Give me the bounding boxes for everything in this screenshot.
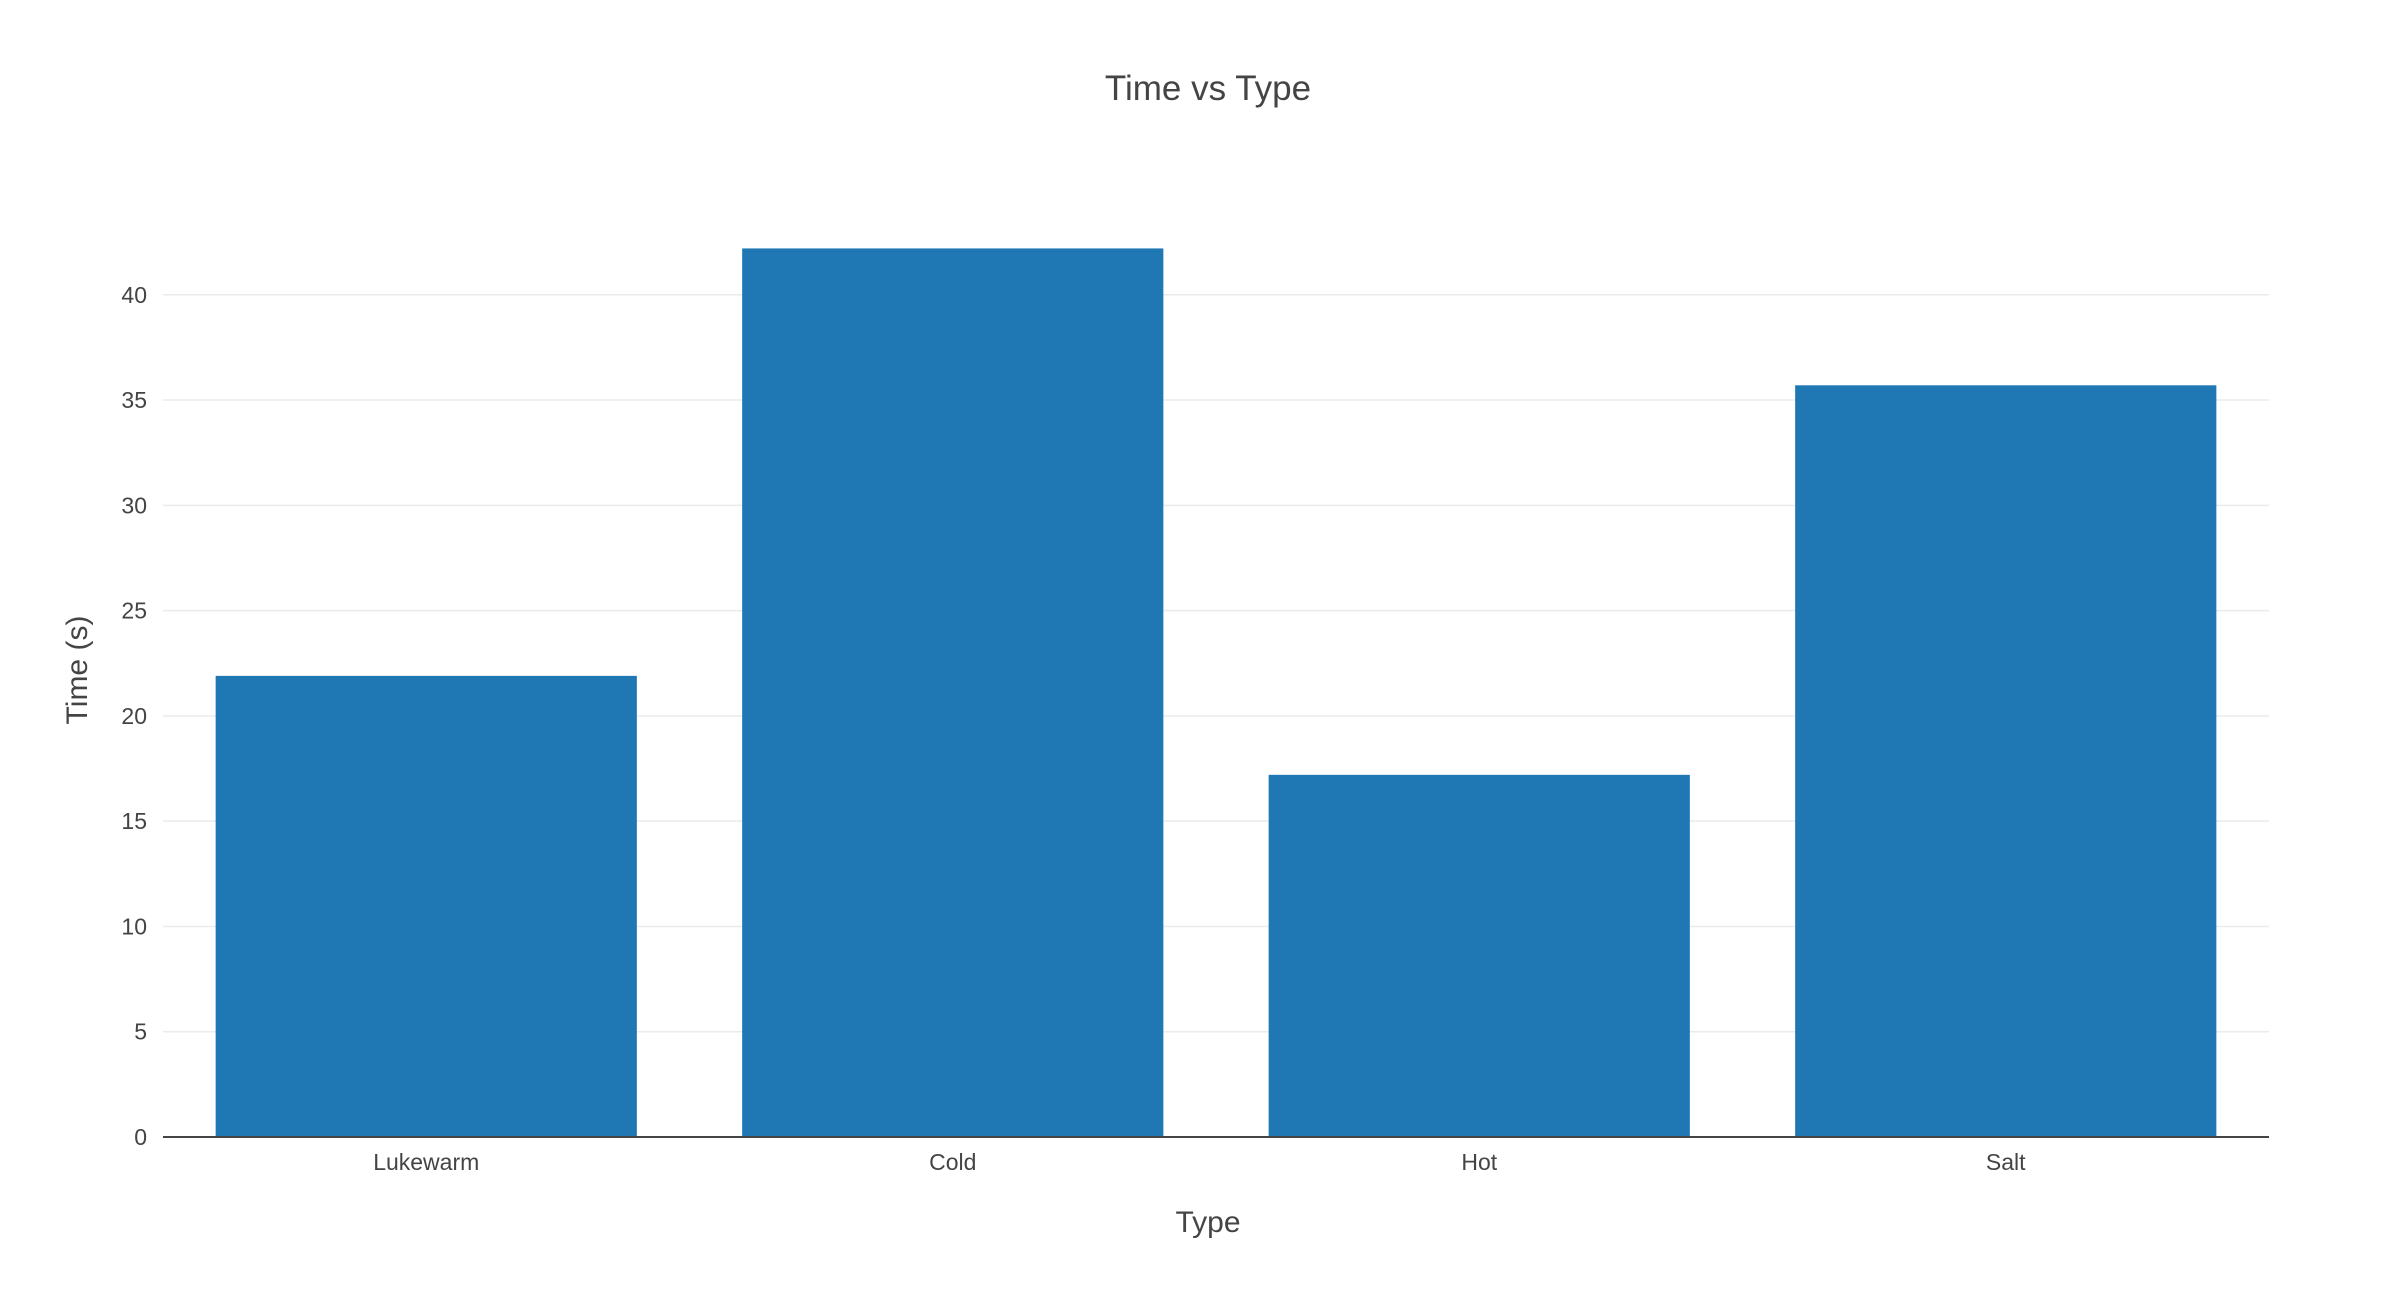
bars (215, 248, 2217, 1138)
y-tick-label: 30 (121, 492, 147, 518)
y-tick-label: 5 (134, 1019, 147, 1045)
x-tick-label: Lukewarm (373, 1149, 479, 1175)
bar[interactable] (215, 675, 637, 1137)
bar[interactable] (1268, 774, 1690, 1137)
x-tick-label: Hot (1461, 1149, 1497, 1175)
y-axis-title: Time (s) (61, 616, 94, 725)
y-tick-label: 0 (134, 1124, 147, 1150)
y-tick-label: 15 (121, 808, 147, 834)
y-tick-label: 20 (121, 703, 147, 729)
bar[interactable] (1795, 385, 2217, 1137)
y-tick-label: 10 (121, 913, 147, 939)
x-tick-label: Cold (929, 1149, 976, 1175)
y-tick-label: 35 (121, 387, 147, 413)
x-axis-title: Type (1175, 1206, 1240, 1239)
axes: 0 5 10 15 20 25 30 35 40 Lukewarm Cold Hot Salt (121, 282, 2269, 1175)
x-tick-label: Salt (1986, 1149, 2026, 1175)
chart-title: Time vs Type (1105, 69, 1311, 108)
y-tick-label: 25 (121, 598, 147, 624)
y-tick-label: 40 (121, 282, 147, 308)
bar[interactable] (742, 248, 1164, 1138)
